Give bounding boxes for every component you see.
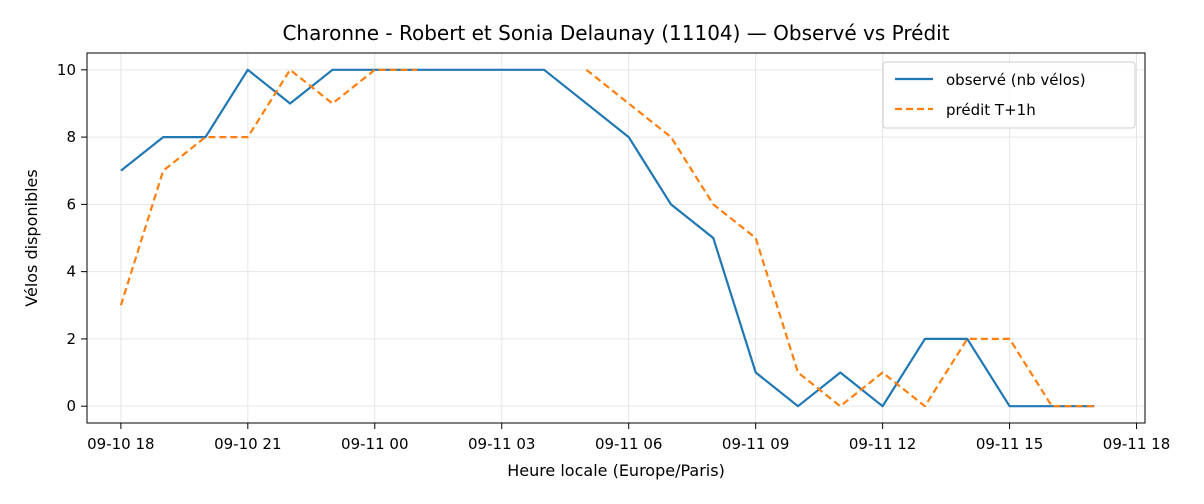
x-tick-label: 09-11 12 [849, 435, 916, 453]
legend: observé (nb vélos) prédit T+1h [882, 61, 1136, 129]
y-tick-label: 4 [66, 263, 76, 281]
legend-box [882, 61, 1136, 129]
series-line-predicted [119, 68, 418, 306]
series-lines [119, 68, 1095, 408]
x-tick-label: 09-11 06 [595, 435, 662, 453]
y-axis-label: Vélos disponibles [22, 169, 41, 306]
chart-title: Charonne - Robert et Sonia Delaunay (111… [282, 21, 949, 45]
x-tick-label: 09-11 00 [341, 435, 408, 453]
x-tick-label: 09-11 15 [976, 435, 1043, 453]
x-tick-label: 09-10 18 [87, 435, 154, 453]
x-axis-label: Heure locale (Europe/Paris) [507, 461, 725, 480]
y-tick-label: 2 [66, 330, 76, 348]
x-tick-label: 09-11 03 [468, 435, 535, 453]
series-line-predicted [585, 68, 1095, 408]
plot-frame [86, 52, 1146, 424]
y-tick-label: 10 [57, 61, 76, 79]
x-tick-label: 09-10 21 [214, 435, 281, 453]
x-tick-label: 09-11 18 [1103, 435, 1170, 453]
y-axis-ticks: 0 2 4 6 8 10 [57, 61, 87, 415]
x-tick-label: 09-11 09 [722, 435, 789, 453]
legend-label-predicted: prédit T+1h [946, 101, 1036, 119]
legend-label-observed: observé (nb vélos) [946, 71, 1086, 89]
y-tick-label: 8 [66, 128, 76, 146]
x-axis-ticks: 09-10 18 09-10 21 09-11 00 09-11 03 09-11 06… [87, 423, 1170, 453]
y-tick-label: 6 [66, 195, 76, 213]
y-tick-label: 0 [66, 397, 76, 415]
